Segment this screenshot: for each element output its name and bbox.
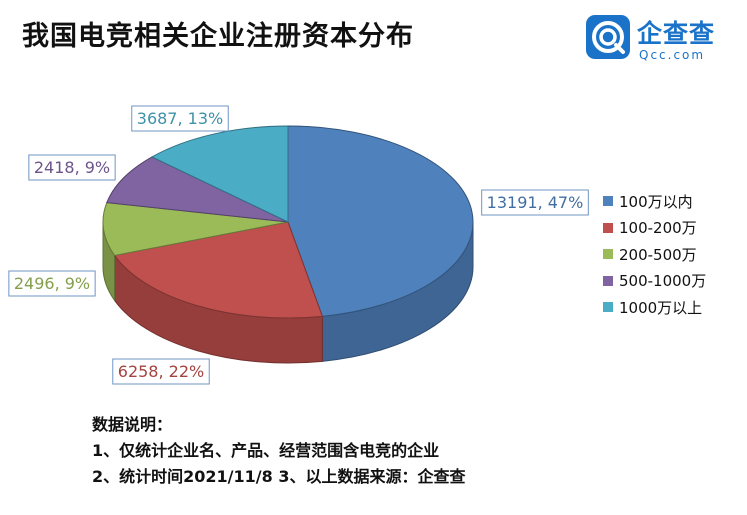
data-label-box: [8, 270, 96, 297]
data-label-200-500-: 2496, 9%: [8, 270, 96, 297]
data-label-text: 13191, 47%: [487, 193, 584, 212]
legend-swatch: [603, 275, 613, 286]
notes-heading: 数据说明：: [92, 415, 173, 434]
legend-item-1000-: 1000万以上: [603, 294, 706, 321]
data-label-500-1000-: 2418, 9%: [28, 154, 116, 181]
data-label-text: 2496, 9%: [14, 274, 90, 293]
data-label-100-: 13191, 47%: [481, 189, 589, 216]
legend-label: 1000万以上: [619, 298, 703, 317]
qcc-logo-icon: [586, 15, 630, 59]
pie-slice-1000-: [150, 125, 289, 223]
notes-line-1: 1、仅统计企业名、产品、经营范围含电竞的企业: [92, 441, 440, 460]
logo: 企查查 Qcc.com: [585, 12, 735, 68]
data-label-1000-: 3687, 13%: [131, 105, 229, 132]
legend-item-100-200-: 100-200万: [603, 215, 706, 242]
pie-slice-200-500-: [102, 202, 289, 256]
data-label-box: [112, 358, 210, 385]
legend-label: 100-200万: [619, 219, 697, 238]
chart-legend: 100万以内 100-200万 200-500万 500-1000万 1000万以上: [603, 188, 706, 321]
legend-swatch: [603, 302, 613, 313]
legend-item-100-: 100万以内: [603, 188, 706, 215]
legend-swatch: [603, 222, 613, 233]
legend-item-500-1000-: 500-1000万: [603, 268, 706, 295]
pie-slice-100-200-: [113, 221, 324, 319]
data-notes: 数据说明： 1、仅统计企业名、产品、经营范围含电竞的企业 2、统计时间2021/…: [92, 412, 465, 490]
legend-item-200-500-: 200-500万: [603, 241, 706, 268]
pie-slice-100-: [287, 125, 474, 317]
data-label-100-200-: 6258, 22%: [112, 358, 210, 385]
legend-label: 200-500万: [619, 245, 697, 264]
legend-label: 500-1000万: [619, 272, 707, 291]
page-title: 我国电竞相关企业注册资本分布: [22, 21, 414, 52]
logo-domain: Qcc.com: [639, 48, 706, 62]
data-label-text: 2418, 9%: [34, 158, 110, 177]
logo-name: 企查查: [637, 19, 716, 48]
legend-swatch: [603, 196, 613, 207]
notes-line-2: 2、统计时间2021/11/8 3、以上数据来源：企查查: [92, 467, 466, 486]
data-label-text: 3687, 13%: [137, 109, 223, 128]
data-label-box: [28, 154, 116, 181]
data-label-box: [481, 189, 589, 216]
data-label-text: 6258, 22%: [118, 362, 204, 381]
data-label-box: [131, 105, 229, 132]
legend-label: 100万以内: [619, 192, 693, 211]
pie-slice-500-1000-: [106, 156, 289, 223]
legend-swatch: [603, 249, 613, 260]
